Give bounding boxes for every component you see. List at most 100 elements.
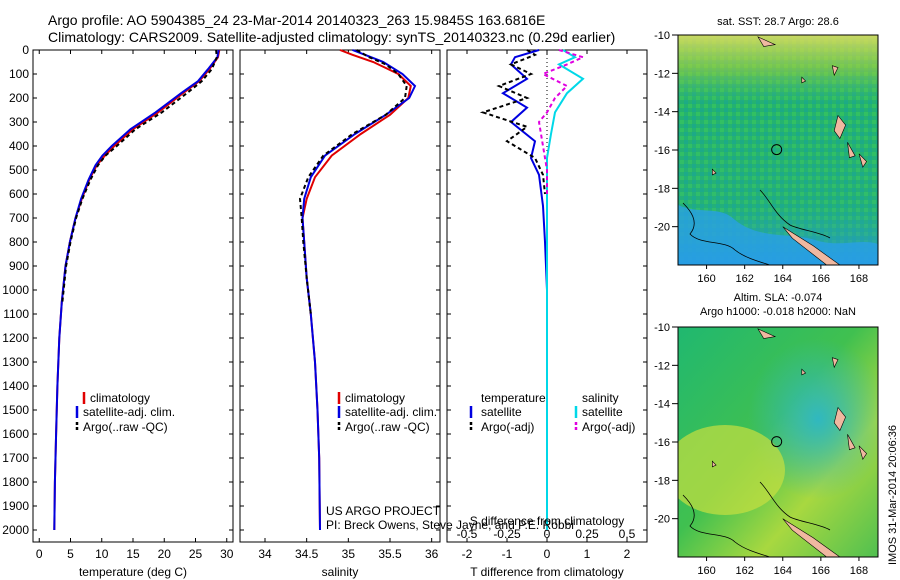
lat-tick-label: -18 <box>654 183 670 195</box>
legend-label-climatology: climatology <box>345 391 405 405</box>
sla-argo-position-marker <box>771 436 783 448</box>
depth-tick-label: 400 <box>9 139 29 153</box>
sst-map-title: sat. SST: 28.7 Argo: 28.6 <box>717 16 839 28</box>
lon-tick-label: 166 <box>812 565 830 577</box>
legend-label-climatology: climatology <box>90 391 150 405</box>
x-tick-label: 0 <box>36 547 43 561</box>
depth-tick-label: 1300 <box>2 355 29 369</box>
depth-tick-label: 1600 <box>2 427 29 441</box>
lon-tick-label: 160 <box>697 565 715 577</box>
island <box>858 153 867 168</box>
difference-legend: temperature satellite Argo(-adj) salinit… <box>469 391 635 434</box>
depth-tick-label: 800 <box>9 235 29 249</box>
figure-title-line1: Argo profile: AO 5904385_24 23-Mar-2014 … <box>48 12 546 28</box>
island <box>858 445 867 461</box>
t-difference-xlabel: T difference from climatology <box>470 565 624 579</box>
depth-tick-label: 100 <box>9 67 29 81</box>
sla-depth-contour-2 <box>759 481 831 531</box>
depth-tick-label: 200 <box>9 91 29 105</box>
depth-tick-label: 1400 <box>2 379 29 393</box>
x-tick-label: 0 <box>544 547 551 561</box>
s-diff-tick-label: 0.5 <box>619 527 636 541</box>
lat-tick-label: -16 <box>654 145 670 157</box>
island <box>847 434 856 451</box>
series-t-satellite <box>501 49 548 530</box>
series-s-argo <box>537 49 586 194</box>
sla-map-title-1: Altim. SLA: -0.074 <box>734 292 823 304</box>
sla-map-title-2: Argo h1000: -0.018 h2000: NaN <box>700 306 856 318</box>
series-argo <box>61 49 218 303</box>
x-tick-label: 30 <box>220 547 234 561</box>
x-tick-label: 36 <box>425 547 439 561</box>
pi-credit: PI: Breck Owens, Steve Jayne, and P.E. R… <box>326 518 574 532</box>
sla-land-islands <box>712 328 867 557</box>
temperature-panel: 0100200300400500600700800900100011001200… <box>2 43 233 579</box>
depth-tick-label: 600 <box>9 187 29 201</box>
project-credit: US ARGO PROJECT <box>326 504 441 518</box>
x-tick-label: 10 <box>95 547 109 561</box>
x-tick-label: -2 <box>462 547 473 561</box>
island <box>757 36 777 47</box>
x-tick-label: 1 <box>584 547 591 561</box>
lat-tick-label: -14 <box>654 399 670 411</box>
x-tick-label: 25 <box>189 547 203 561</box>
legend-label-s-satellite: satellite <box>582 405 623 419</box>
depth-tick-label: 900 <box>9 259 29 273</box>
legend-heading-temperature: temperature <box>481 391 546 405</box>
salinity-legend: climatology satellite-adj. clim. Argo(..… <box>337 391 437 434</box>
depth-tick-label: 300 <box>9 115 29 129</box>
legend-label-argo: Argo(..raw -QC) <box>345 420 430 434</box>
depth-tick-label: 1700 <box>2 451 29 465</box>
imos-timestamp: IMOS 31-Mar-2014 20:06:36 <box>887 425 899 565</box>
x-tick-label: 35 <box>342 547 356 561</box>
sla-anomaly-blob <box>678 425 785 515</box>
x-tick-label: 34 <box>258 547 272 561</box>
island <box>833 406 846 432</box>
lon-tick-label: 166 <box>812 273 830 285</box>
legend-heading-salinity: salinity <box>582 391 619 405</box>
depth-tick-label: 700 <box>9 211 29 225</box>
lon-tick-label: 162 <box>735 565 753 577</box>
island <box>833 114 846 140</box>
legend-label-t-argo: Argo(-adj) <box>481 420 534 434</box>
x-tick-label: 35.5 <box>378 547 402 561</box>
temperature-legend: climatology satellite-adj. clim. Argo(..… <box>75 391 175 434</box>
difference-panel: -2 -1 0 1 2 -0.5 -0.25 0 0.25 0.5 T difference fr… <box>446 49 648 579</box>
depth-tick-label: 1100 <box>3 307 29 321</box>
x-tick-label: 2 <box>624 547 631 561</box>
depth-tick-label: 1900 <box>2 499 29 513</box>
series-t-argo <box>479 49 546 195</box>
series-climatology <box>53 49 221 531</box>
depth-tick-label: 1000 <box>2 283 29 297</box>
lat-tick-label: -16 <box>654 437 670 449</box>
x-tick-label: 20 <box>158 547 172 561</box>
depth-tick-label: 0 <box>22 43 29 57</box>
salinity-axes-frame <box>239 49 441 543</box>
series-satellite <box>53 49 220 531</box>
s-difference-xlabel: S difference from climatology <box>470 514 625 528</box>
sst-depth-contour-2 <box>759 189 831 239</box>
series-satellite <box>301 49 417 531</box>
island <box>712 460 717 468</box>
cool-water-region <box>678 205 878 265</box>
depth-tick-label: 500 <box>9 163 29 177</box>
x-tick-label: 15 <box>126 547 140 561</box>
s-diff-tick-label: 0 <box>544 527 551 541</box>
legend-label-s-argo: Argo(-adj) <box>582 420 635 434</box>
sst-depth-contour <box>682 202 771 265</box>
salinity-panel: 34 34.5 35 35.5 36 salinity <box>239 49 441 579</box>
lat-tick-label: -20 <box>654 222 670 234</box>
lon-tick-label: 168 <box>850 273 868 285</box>
figure-title-line2: Climatology: CARS2009. Satellite-adjuste… <box>48 29 616 45</box>
island <box>782 518 841 557</box>
lon-tick-label: 164 <box>774 565 792 577</box>
island <box>782 226 841 265</box>
x-tick-label: -1 <box>502 547 513 561</box>
depth-tick-label: 2000 <box>2 523 29 537</box>
s-diff-tick-label: -0.25 <box>493 527 521 541</box>
island <box>847 142 856 159</box>
lon-tick-label: 164 <box>774 273 792 285</box>
lat-tick-label: -18 <box>654 475 670 487</box>
sla-map: Altim. SLA: -0.074 Argo h1000: -0.018 h2… <box>654 292 879 577</box>
